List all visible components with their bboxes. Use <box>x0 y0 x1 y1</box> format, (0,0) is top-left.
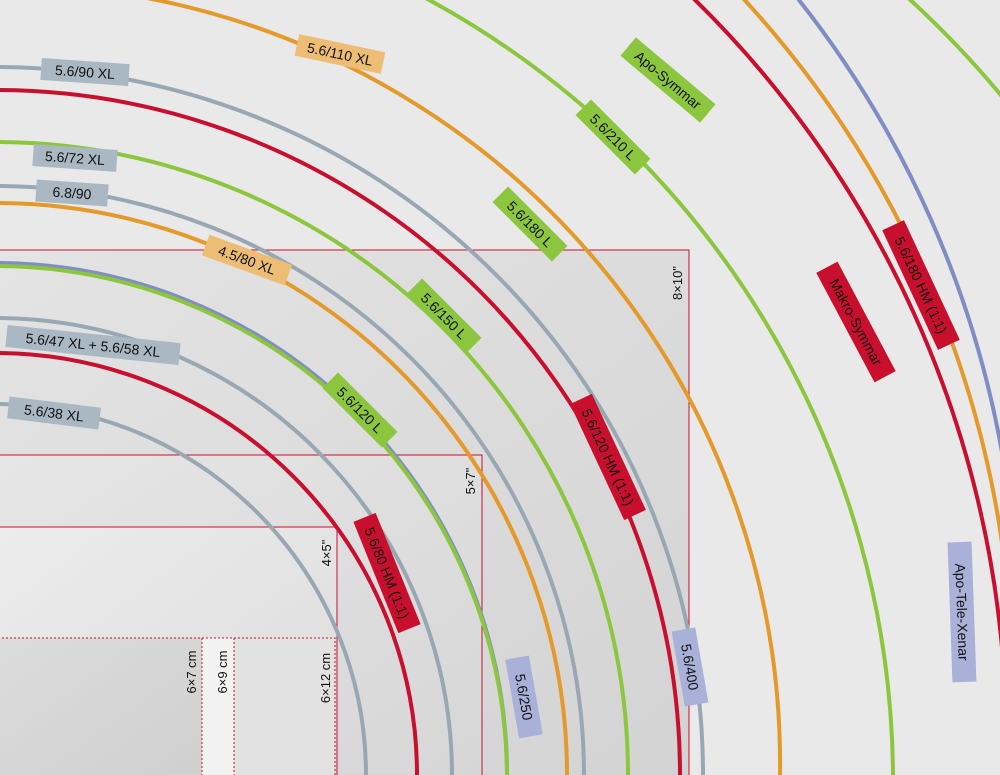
svg-text:Apo-Symmar: Apo-Symmar <box>632 48 705 113</box>
format-label-6x12: 6×12 cm <box>318 653 333 703</box>
svg-text:5.6/210 L: 5.6/210 L <box>587 111 640 164</box>
circle-apo-tele-xenar <box>796 0 1000 453</box>
lens-label-5-6-38-xl: 5.6/38 XL <box>7 396 101 430</box>
format-label-6x9: 6×9 cm <box>215 651 230 694</box>
svg-text:5.6/90 XL: 5.6/90 XL <box>55 62 116 82</box>
lens-label-5-6-400: 5.6/400 <box>671 627 709 707</box>
svg-text:5.6/72 XL: 5.6/72 XL <box>45 148 106 168</box>
lens-label-5-6-72-xl: 5.6/72 XL <box>32 144 118 172</box>
format-labels: 8×10" 5×7" 4×5" 6×12 cm 6×9 cm 6×7 cm <box>184 266 685 703</box>
circle-outer-green <box>907 0 1000 98</box>
format-label-4x5: 4×5" <box>319 539 334 566</box>
series-label-apo-symmar: Apo-Symmar <box>620 37 716 123</box>
format-label-5x7: 5×7" <box>463 467 478 494</box>
lens-label-5-6-90-xl: 5.6/90 XL <box>40 57 130 87</box>
svg-text:Makro-Symmar: Makro-Symmar <box>826 276 885 368</box>
circle-5-6-47-xl-gray <box>0 316 454 775</box>
circle-5-6-110-xl <box>146 0 783 775</box>
svg-text:5.6/38 XL: 5.6/38 XL <box>23 401 85 424</box>
circle-5-6-210-l <box>424 0 895 775</box>
lens-label-5-6-110-xl: 5.6/110 XL <box>294 34 386 74</box>
lens-label-5-6-250: 5.6/250 <box>505 655 543 739</box>
circle-5-6-47-58-xl <box>0 351 419 775</box>
lens-label-6-8-90: 6.8/90 <box>35 179 109 207</box>
format-frames <box>0 249 690 775</box>
circle-5-6-180-hm <box>692 0 1000 649</box>
circle-4-5-80-xl <box>0 201 569 775</box>
svg-text:6.8/90: 6.8/90 <box>52 184 92 203</box>
svg-text:5.6/180 L: 5.6/180 L <box>504 198 557 251</box>
circle-6-8-90 <box>0 184 586 775</box>
circle-5-6-120-hm <box>0 88 682 775</box>
series-label-apo-tele-xenar: Apo-Tele-Xenar <box>947 541 977 683</box>
format-label-6x7: 6×7 cm <box>184 651 199 694</box>
circle-5-6-400 <box>741 0 1000 543</box>
series-label-makro-symmar: Makro-Symmar <box>816 261 896 383</box>
svg-text:Apo-Tele-Xenar: Apo-Tele-Xenar <box>952 563 971 661</box>
circle-5-6-90-xl <box>0 65 705 775</box>
format-label-8x10: 8×10" <box>670 266 685 300</box>
format-6x7-frame <box>0 637 203 775</box>
lens-label-5-6-210-l: 5.6/210 L <box>575 99 651 175</box>
